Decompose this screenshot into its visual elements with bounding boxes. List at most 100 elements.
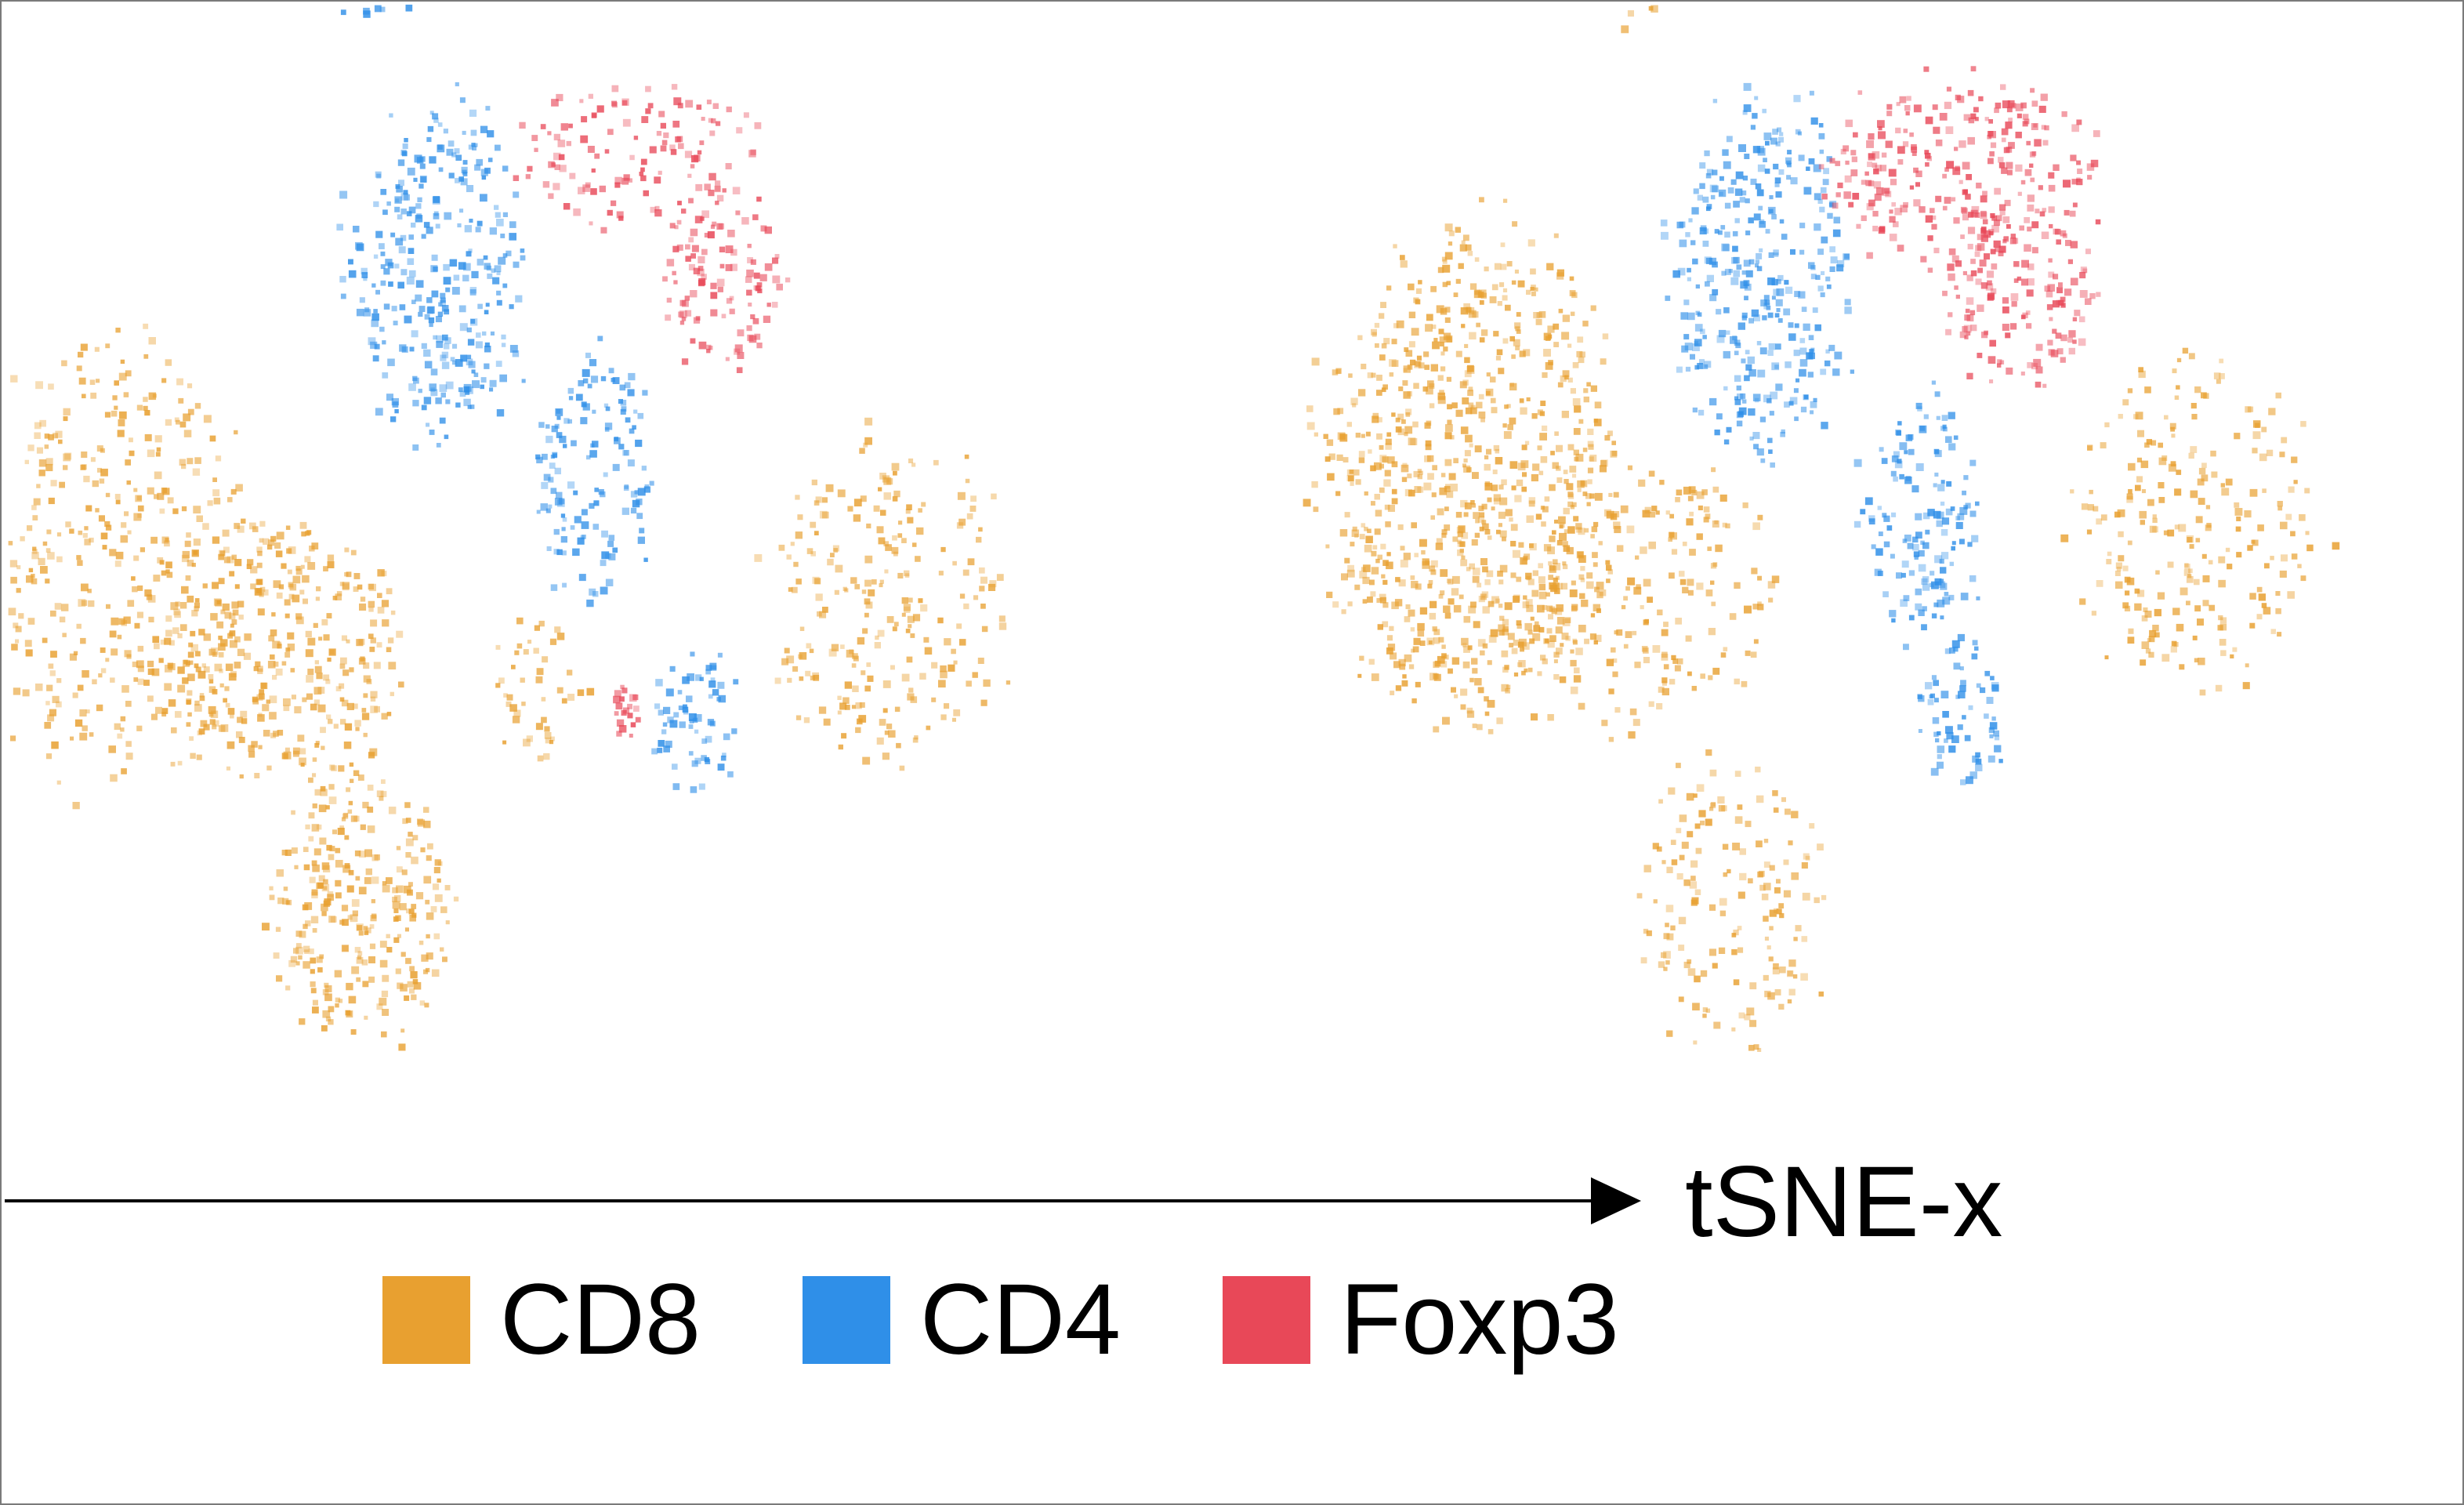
scatter-point bbox=[1403, 365, 1411, 373]
scatter-point bbox=[1792, 974, 1798, 979]
scatter-point bbox=[1913, 551, 1920, 557]
scatter-point bbox=[502, 283, 508, 288]
scatter-point bbox=[1519, 350, 1526, 357]
scatter-point bbox=[1424, 364, 1429, 370]
scatter-point bbox=[1963, 114, 1970, 121]
scatter-point bbox=[1706, 169, 1713, 176]
scatter-point bbox=[1548, 575, 1553, 580]
scatter-point bbox=[1582, 321, 1589, 327]
scatter-point bbox=[548, 504, 553, 509]
scatter-point bbox=[1521, 444, 1527, 451]
scatter-point bbox=[586, 687, 595, 696]
scatter-point bbox=[716, 121, 721, 126]
scatter-point bbox=[2002, 239, 2007, 244]
scatter-point bbox=[1415, 288, 1422, 294]
scatter-point bbox=[830, 553, 835, 557]
scatter-point bbox=[672, 245, 679, 252]
scatter-point bbox=[1988, 727, 1995, 734]
scatter-point bbox=[2252, 539, 2259, 546]
scatter-point bbox=[1439, 390, 1444, 395]
scatter-point bbox=[710, 224, 716, 229]
scatter-point bbox=[1419, 539, 1427, 547]
scatter-point bbox=[1427, 455, 1434, 462]
scatter-point bbox=[78, 377, 86, 385]
scatter-point bbox=[884, 569, 889, 574]
scatter-point bbox=[1993, 219, 2000, 227]
scatter-point bbox=[1563, 507, 1570, 515]
scatter-point bbox=[219, 669, 223, 673]
scatter-point bbox=[2220, 650, 2227, 656]
scatter-point bbox=[579, 99, 584, 103]
scatter-point bbox=[1779, 132, 1784, 136]
scatter-point bbox=[484, 346, 491, 353]
scatter-point bbox=[512, 716, 520, 723]
scatter-point bbox=[2091, 611, 2096, 616]
scatter-point bbox=[195, 651, 201, 657]
scatter-point bbox=[346, 1010, 352, 1017]
scatter-point bbox=[792, 665, 799, 672]
scatter-point bbox=[1942, 597, 1951, 605]
scatter-point bbox=[125, 752, 133, 760]
scatter-point bbox=[305, 824, 310, 830]
scatter-point bbox=[1665, 905, 1674, 912]
scatter-point bbox=[259, 586, 266, 593]
scatter-point bbox=[312, 864, 320, 872]
scatter-point bbox=[608, 553, 616, 560]
scatter-point bbox=[468, 248, 473, 253]
scatter-point bbox=[753, 272, 760, 279]
scatter-point bbox=[240, 710, 248, 718]
scatter-point bbox=[920, 604, 928, 612]
scatter-point bbox=[302, 697, 307, 702]
scatter-point bbox=[868, 589, 875, 597]
scatter-point bbox=[627, 389, 635, 397]
scatter-point bbox=[685, 100, 694, 108]
scatter-point bbox=[155, 452, 161, 457]
scatter-point bbox=[1362, 599, 1368, 604]
scatter-point bbox=[736, 367, 743, 373]
scatter-point bbox=[1502, 288, 1508, 292]
scatter-point bbox=[1573, 428, 1581, 435]
scatter-point bbox=[361, 272, 368, 278]
scatter-point bbox=[1569, 466, 1577, 473]
scatter-point bbox=[1485, 388, 1494, 397]
scatter-point bbox=[379, 941, 387, 948]
scatter-point bbox=[1444, 223, 1453, 232]
scatter-point bbox=[1613, 491, 1619, 498]
scatter-point bbox=[730, 263, 737, 271]
scatter-point bbox=[683, 704, 687, 709]
scatter-point bbox=[1469, 332, 1477, 340]
scatter-point bbox=[154, 494, 159, 499]
scatter-point bbox=[1571, 502, 1577, 507]
scatter-point bbox=[1455, 227, 1461, 233]
scatter-point bbox=[2149, 629, 2157, 637]
scatter-point bbox=[307, 637, 316, 646]
legend-swatch-cd8 bbox=[382, 1276, 470, 1364]
scatter-point bbox=[1977, 304, 1984, 312]
scatter-point bbox=[786, 655, 795, 664]
scatter-point bbox=[2143, 607, 2148, 612]
scatter-point bbox=[1584, 638, 1589, 644]
scatter-point bbox=[1904, 450, 1908, 455]
scatter-point bbox=[1480, 558, 1487, 565]
scatter-point bbox=[363, 693, 368, 698]
scatter-point bbox=[444, 309, 450, 315]
scatter-point bbox=[1498, 604, 1503, 608]
scatter-point bbox=[1688, 218, 1693, 223]
scatter-point bbox=[511, 665, 516, 669]
scatter-point bbox=[1326, 591, 1333, 598]
scatter-point bbox=[2118, 555, 2125, 562]
scatter-point bbox=[538, 620, 545, 627]
scatter-point bbox=[2001, 167, 2008, 174]
scatter-point bbox=[327, 561, 335, 568]
scatter-point bbox=[2146, 439, 2152, 445]
scatter-point bbox=[963, 603, 969, 610]
scatter-point bbox=[273, 662, 279, 667]
scatter-point bbox=[685, 256, 691, 262]
scatter-point bbox=[1962, 490, 1966, 495]
scatter-point bbox=[413, 981, 422, 990]
scatter-point bbox=[408, 270, 416, 277]
scatter-point bbox=[423, 807, 429, 813]
scatter-point bbox=[440, 947, 444, 952]
scatter-point bbox=[1350, 542, 1355, 547]
scatter-point bbox=[891, 462, 900, 471]
